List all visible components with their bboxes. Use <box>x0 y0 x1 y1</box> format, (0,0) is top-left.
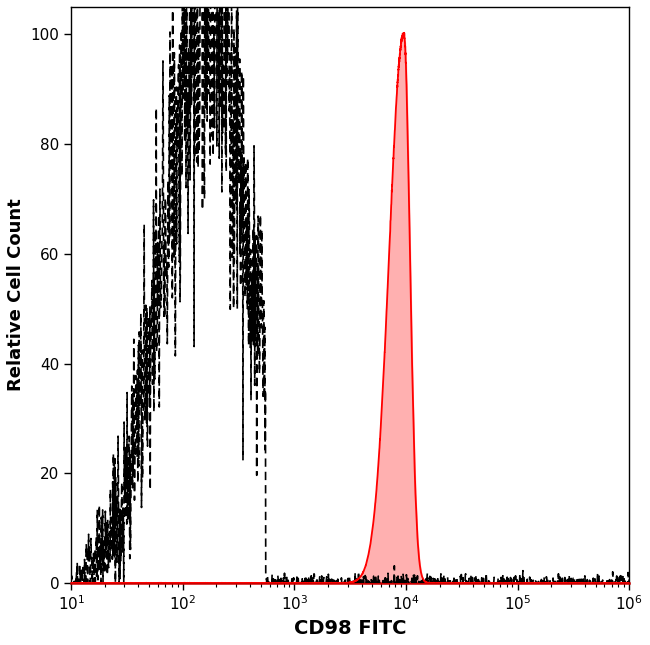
Y-axis label: Relative Cell Count: Relative Cell Count <box>7 199 25 392</box>
X-axis label: CD98 FITC: CD98 FITC <box>294 619 406 638</box>
